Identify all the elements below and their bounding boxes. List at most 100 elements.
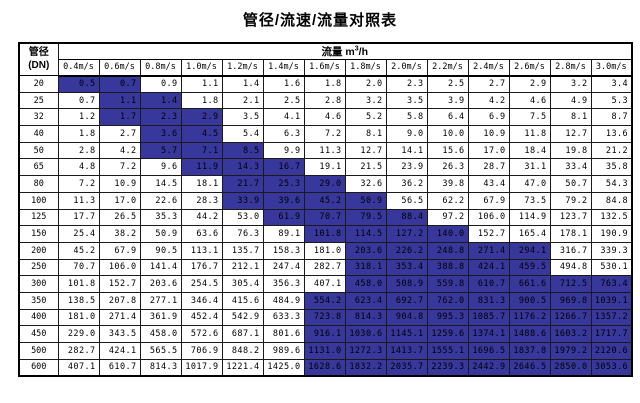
flow-cell: 106.0 [467, 208, 510, 227]
flow-cell: 2.1 [221, 91, 264, 110]
flow-cell: 343.5 [98, 325, 141, 343]
flow-cell: 152.7 [467, 225, 510, 243]
flow-cell-highlighted: 226.2 [385, 241, 428, 260]
flow-cell: 1221.4 [221, 358, 264, 377]
flow-cell-highlighted: 114.5 [344, 225, 387, 243]
flow-cell-highlighted: 2.9 [180, 108, 223, 127]
flow-cell: 152.7 [98, 275, 141, 293]
flow-cell: 1.2 [57, 108, 100, 127]
table-row: 250 70.7 106.0 141.4 176.7 212.1 247.4 282.7 318… [18, 258, 633, 277]
flow-cell: 4.8 [57, 158, 100, 177]
flow-cell: 1017.9 [180, 358, 223, 377]
flow-cell: 32.6 [344, 175, 387, 193]
flow-cell-highlighted: 271.4 [467, 241, 510, 260]
flow-cell: 9.9 [262, 141, 305, 160]
flow-cell: 4.6 [508, 91, 551, 110]
flow-cell: 5.3 [590, 91, 633, 110]
flow-cell-highlighted: 1259.6 [426, 325, 469, 343]
flow-cell: 19.8 [549, 141, 592, 160]
flow-cell: 14.1 [385, 141, 428, 160]
dn-cell: 600 [18, 358, 59, 377]
dn-cell: 350 [18, 291, 59, 310]
flow-cell: 2.0 [344, 75, 387, 93]
dn-cell: 65 [18, 158, 59, 177]
flow-cell: 254.5 [180, 275, 223, 293]
flow-cell-highlighted: 723.8 [303, 308, 346, 327]
table-row: 50 2.8 4.2 5.7 7.1 8.5 9.9 11.3 12.7 14.1 15.6 17.0… [18, 141, 633, 160]
flow-cell: 35.3 [139, 208, 182, 227]
flow-cell-highlighted: 5.7 [139, 141, 182, 160]
dn-cell: 40 [18, 125, 59, 143]
flow-cell-highlighted: 692.7 [385, 291, 428, 310]
flow-cell: 339.3 [590, 241, 633, 260]
flow-cell: 9.6 [139, 158, 182, 177]
flow-unit-prefix: 流量 m [321, 46, 355, 58]
flow-cell: 132.5 [590, 208, 633, 227]
flow-cell: 316.7 [549, 241, 592, 260]
flow-cell: 2.7 [467, 75, 510, 93]
table-row: 200 45.2 67.9 90.5 113.1 135.7 158.3 181.0 203.6… [18, 241, 633, 260]
table-row: 40 1.8 2.7 3.6 4.5 5.4 6.3 7.2 8.1 9.0 10.0 10.9 11.… [18, 125, 633, 143]
flow-cell: 452.4 [180, 308, 223, 327]
flow-cell: 135.7 [221, 241, 264, 260]
flow-cell-highlighted: 1628.6 [303, 358, 346, 377]
flow-cell: 31.1 [508, 158, 551, 177]
flow-cell-highlighted: 70.7 [303, 208, 346, 227]
flow-cell: 18.1 [180, 175, 223, 193]
flow-cell: 814.3 [139, 358, 182, 377]
dn-cell: 50 [18, 141, 59, 160]
flow-cell-highlighted: 1266.7 [549, 308, 592, 327]
flow-cell-highlighted: 424.1 [467, 258, 510, 277]
velocity-header: 2.6m/s [508, 59, 551, 77]
flow-cell: 247.4 [262, 258, 305, 277]
flow-cell-highlighted: 203.6 [344, 241, 387, 260]
flow-cell: 3.2 [549, 75, 592, 93]
flow-cell-highlighted: 1131.0 [303, 342, 346, 360]
flow-cell: 56.5 [385, 191, 428, 210]
flow-cell: 5.8 [385, 108, 428, 127]
dn-cell: 250 [18, 258, 59, 277]
velocity-header: 0.8m/s [139, 59, 182, 77]
flow-cell-highlighted: 1357.2 [590, 308, 633, 327]
flow-cell: 190.9 [590, 225, 633, 243]
velocity-header: 1.8m/s [344, 59, 387, 77]
flow-cell: 1425.0 [262, 358, 305, 377]
flow-cell: 62.2 [426, 191, 469, 210]
flow-cell-highlighted: 8.5 [221, 141, 264, 160]
flow-cell: 73.5 [508, 191, 551, 210]
flow-cell-highlighted: 995.3 [426, 308, 469, 327]
flow-cell-highlighted: 1603.2 [549, 325, 592, 343]
flow-cell: 2.8 [303, 91, 346, 110]
flow-cell: 35.8 [590, 158, 633, 177]
corner-header-dn: 管径 (DN) [18, 42, 59, 76]
flow-cell: 542.9 [221, 308, 264, 327]
flow-cell: 76.3 [221, 225, 264, 243]
flow-cell: 277.1 [139, 291, 182, 310]
dn-cell: 80 [18, 175, 59, 193]
flow-cell: 114.9 [508, 208, 551, 227]
velocity-header: 3.0m/s [590, 59, 633, 77]
flow-cell: 494.8 [549, 258, 592, 277]
velocity-header: 1.0m/s [180, 59, 223, 77]
flow-cell: 687.1 [221, 325, 264, 343]
flow-cell-highlighted: 661.6 [508, 275, 551, 293]
flow-cell: 23.9 [385, 158, 428, 177]
flow-table: 管径 (DN) 流量 m3/h 0.4m/s 0.6m/s 0.8m/s 1.0m/s… [18, 42, 633, 377]
flow-cell: 1.4 [221, 75, 264, 93]
flow-cell: 11.3 [57, 191, 100, 210]
table-row: 80 7.2 10.9 14.5 18.1 21.7 25.3 29.0 32.6 36.2 39.… [18, 175, 633, 193]
flow-cell: 50.9 [139, 225, 182, 243]
flow-cell-highlighted: 1555.1 [426, 342, 469, 360]
flow-cell: 2.5 [426, 75, 469, 93]
flow-cell: 13.6 [590, 125, 633, 143]
flow-cell: 271.4 [98, 308, 141, 327]
table-row: 20 0.5 0.7 0.9 1.1 1.4 1.6 1.8 2.0 2.3 2.5 2.7 2.9 3.… [18, 75, 633, 93]
flow-cell: 43.4 [467, 175, 510, 193]
flow-cell: 28.7 [467, 158, 510, 177]
flow-cell-highlighted: 1030.6 [344, 325, 387, 343]
flow-cell: 45.2 [57, 241, 100, 260]
flow-cell: 97.2 [426, 208, 469, 227]
flow-cell-highlighted: 3.6 [139, 125, 182, 143]
dn-cell: 300 [18, 275, 59, 293]
flow-cell: 8.7 [590, 108, 633, 127]
